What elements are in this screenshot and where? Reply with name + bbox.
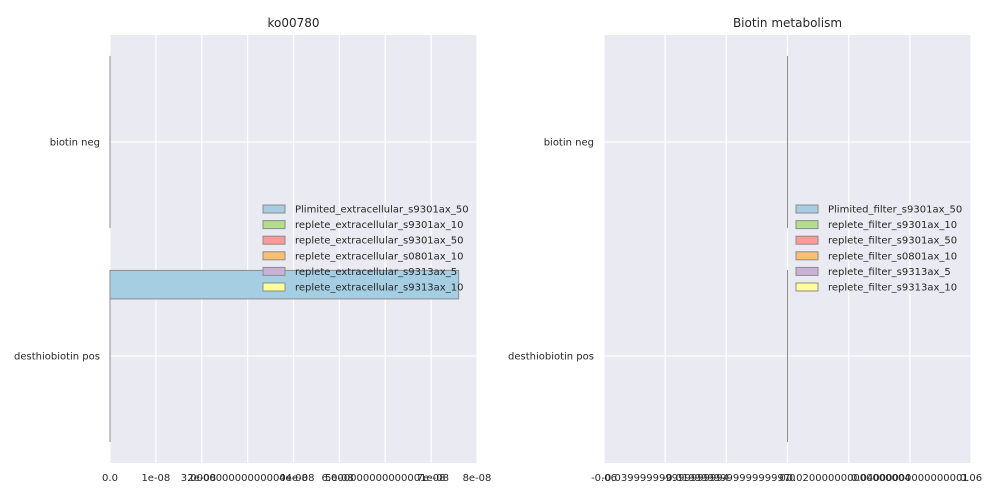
legend-swatch: [263, 205, 285, 213]
legend-swatch: [263, 221, 285, 229]
y-tick-label: biotin neg: [544, 138, 594, 149]
legend-entry: replete_extracellular_s9313ax_5: [295, 267, 457, 278]
x-tick-label: 0.0: [102, 473, 118, 484]
legend-swatch: [796, 267, 818, 275]
x-tick-label: 4e-08: [279, 473, 308, 484]
x-tick-label: 8e-08: [463, 473, 492, 484]
x-tick-label: 0.04000000000000001: [851, 473, 969, 484]
legend-swatch: [796, 283, 818, 291]
legend-entry: Plimited_extracellular_s9301ax_50: [295, 205, 469, 216]
x-tick-label: 0.06: [960, 473, 982, 484]
legend-entry: replete_extracellular_s9301ax_10: [295, 220, 463, 231]
legend-swatch: [796, 205, 818, 213]
chart-title: ko00780: [267, 16, 319, 30]
legend-swatch: [263, 267, 285, 275]
legend-swatch: [796, 236, 818, 244]
chart-title: Biotin metabolism: [733, 16, 842, 30]
y-tick-label: desthiobiotin pos: [508, 352, 594, 363]
x-tick-label: 7e-08: [417, 473, 446, 484]
legend-entry: Plimited_filter_s9301ax_50: [828, 205, 962, 216]
y-tick-label: biotin neg: [50, 138, 100, 149]
legend-entry: replete_filter_s9313ax_10: [828, 283, 957, 294]
x-tick-label: 1e-08: [141, 473, 170, 484]
legend-swatch: [263, 283, 285, 291]
legend-swatch: [796, 221, 818, 229]
y-tick-label: desthiobiotin pos: [14, 352, 100, 363]
legend-swatch: [796, 252, 818, 260]
legend-swatch: [263, 236, 285, 244]
legend-entry: replete_extracellular_s9313ax_10: [295, 283, 463, 294]
legend-entry: replete_filter_s0801ax_10: [828, 251, 957, 262]
legend-entry: replete_filter_s9301ax_10: [828, 220, 957, 231]
legend-entry: replete_filter_s9301ax_50: [828, 236, 957, 247]
legend-swatch: [263, 252, 285, 260]
x-tick-label: -0.019999999999999997: [662, 473, 790, 484]
chart-panel-2: -0.06-0.039999999999999994-0.01999999999…: [508, 16, 982, 484]
legend-entry: replete_extracellular_s0801ax_10: [295, 251, 463, 262]
legend-entry: replete_extracellular_s9301ax_50: [295, 236, 463, 247]
legend-entry: replete_filter_s9313ax_5: [828, 267, 951, 278]
